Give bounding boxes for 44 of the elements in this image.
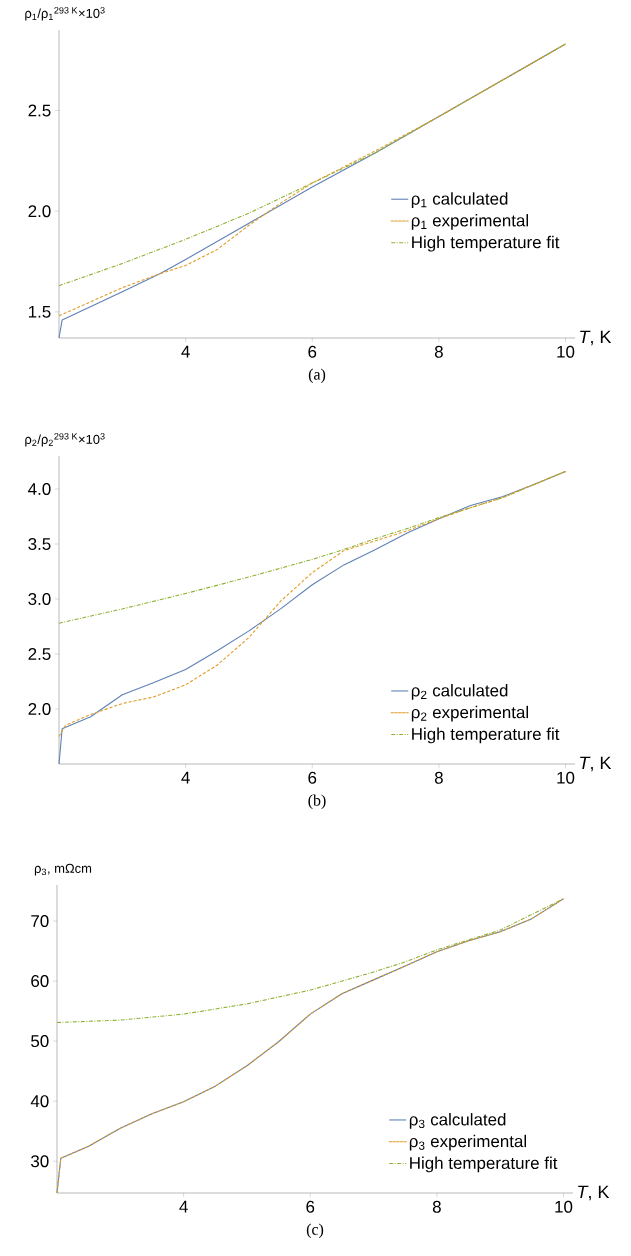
legend-label: ρ$_{2}$ calculated xyxy=(411,684,508,700)
y-tick-label: 70 xyxy=(31,915,49,928)
y-tick-label: 4.0 xyxy=(28,483,51,496)
y-axis-title: ρ$_{1}$/ρ$_{1}$$^{293 K}$×10$^{3}$ xyxy=(25,7,105,21)
x-tick-label: 8 xyxy=(434,345,443,358)
legend-label: High temperature fit xyxy=(412,727,560,744)
text: (b) xyxy=(308,794,326,809)
x-tick-label: 10 xyxy=(555,1200,573,1213)
legend-label: ρ$_{3}$ calculated xyxy=(409,1113,506,1129)
y-tick-label: 30 xyxy=(31,1155,49,1168)
x-axis-title: T, K xyxy=(580,756,612,772)
y-tick-label: 60 xyxy=(31,975,49,988)
line-series xyxy=(56,898,565,1194)
x-tick-label: 8 xyxy=(432,1200,441,1213)
x-tick-label: 10 xyxy=(557,771,575,784)
x-axis-title: T, K xyxy=(578,1185,610,1201)
text: (c) xyxy=(306,1223,324,1238)
legend-label: ρ$_{3}$ experimental xyxy=(409,1134,527,1151)
y-tick-label: 2.5 xyxy=(28,104,51,117)
x-tick-label: 8 xyxy=(434,771,443,784)
text: (a) xyxy=(308,368,326,383)
x-axis-title: T, K xyxy=(580,330,612,346)
legend-label: High temperature fit xyxy=(412,235,560,252)
y-axis-title: ρ$_{2}$/ρ$_{2}$$^{293 K}$×10$^{3}$ xyxy=(25,433,105,447)
y-tick-label: 1.5 xyxy=(28,305,51,318)
y-tick-label: 2.0 xyxy=(28,205,51,218)
x-tick-label: 6 xyxy=(308,345,317,358)
y-tick-label: 2.5 xyxy=(28,648,51,661)
y-tick-label: 3.5 xyxy=(28,538,51,551)
x-tick-label: 10 xyxy=(557,345,575,358)
y-axis-title: ρ$_{3}$, mΩcm xyxy=(34,863,92,876)
x-tick-label: 4 xyxy=(179,1200,188,1213)
y-tick-label: 3.0 xyxy=(28,593,51,606)
legend-label: ρ$_{2}$ experimental xyxy=(411,705,529,722)
y-tick-label: 50 xyxy=(31,1035,49,1048)
y-tick-label: 2.0 xyxy=(28,703,51,716)
legend-label: High temperature fit xyxy=(410,1156,558,1173)
x-tick-label: 4 xyxy=(181,345,190,358)
x-tick-label: 6 xyxy=(306,1200,315,1213)
y-tick-label: 40 xyxy=(30,1095,49,1108)
x-tick-label: 6 xyxy=(308,771,317,784)
x-tick-label: 4 xyxy=(181,771,190,784)
legend-label: ρ$_{1}$ experimental xyxy=(411,214,529,230)
legend-label: ρ$_{1}$ calculated xyxy=(411,192,508,209)
